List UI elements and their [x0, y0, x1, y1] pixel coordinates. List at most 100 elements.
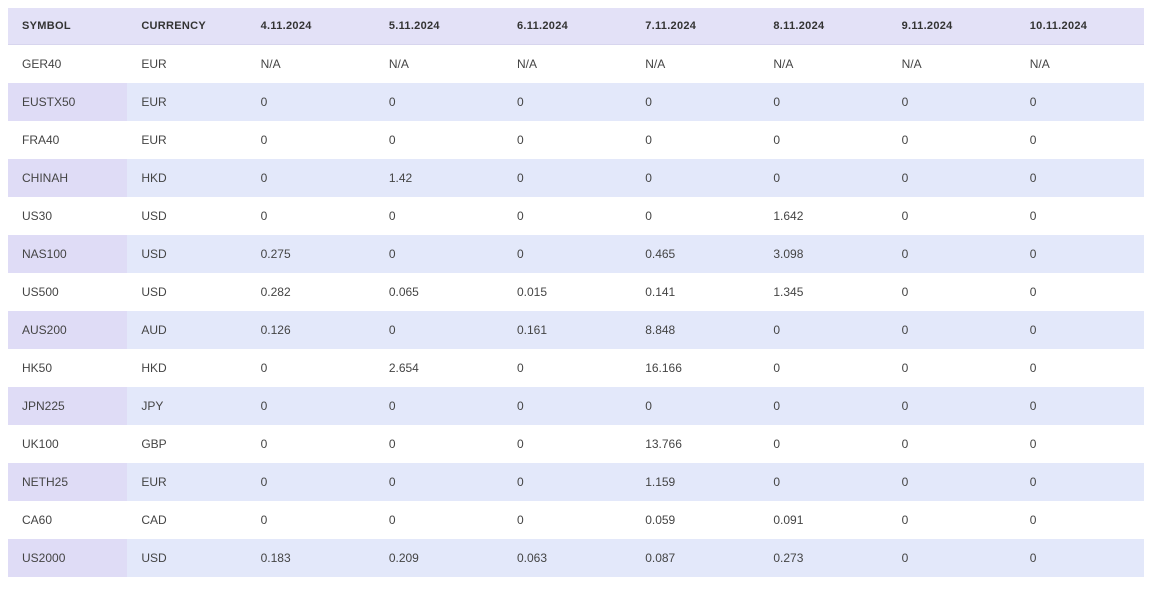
col-date: 6.11.2024 — [503, 8, 631, 45]
col-date: 9.11.2024 — [888, 8, 1016, 45]
cell-symbol: CA60 — [8, 501, 127, 539]
cell-value: 1.642 — [759, 197, 887, 235]
cell-value: 0 — [631, 387, 759, 425]
cell-value: 0 — [503, 197, 631, 235]
cell-value: 1.42 — [375, 159, 503, 197]
cell-currency: EUR — [127, 83, 246, 121]
cell-value: N/A — [247, 45, 375, 84]
cell-value: 0 — [375, 311, 503, 349]
cell-value: 3.098 — [759, 235, 887, 273]
table-row: GER40EURN/AN/AN/AN/AN/AN/AN/A — [8, 45, 1144, 84]
cell-value: 0 — [888, 121, 1016, 159]
cell-value: 0.087 — [631, 539, 759, 577]
cell-value: 0 — [375, 83, 503, 121]
col-date: 4.11.2024 — [247, 8, 375, 45]
cell-value: 0 — [503, 463, 631, 501]
cell-value: 0 — [888, 235, 1016, 273]
table-row: UK100GBP00013.766000 — [8, 425, 1144, 463]
cell-value: 0.126 — [247, 311, 375, 349]
cell-currency: EUR — [127, 45, 246, 84]
cell-value: 0 — [247, 463, 375, 501]
cell-value: 0 — [247, 83, 375, 121]
cell-currency: GBP — [127, 425, 246, 463]
cell-value: 0 — [375, 387, 503, 425]
cell-symbol: US30 — [8, 197, 127, 235]
col-date: 5.11.2024 — [375, 8, 503, 45]
cell-value: 0.209 — [375, 539, 503, 577]
cell-value: 13.766 — [631, 425, 759, 463]
cell-value: N/A — [631, 45, 759, 84]
cell-currency: EUR — [127, 463, 246, 501]
table-row: US30USD00001.64200 — [8, 197, 1144, 235]
cell-value: 0 — [631, 197, 759, 235]
cell-symbol: EUSTX50 — [8, 83, 127, 121]
cell-value: 0 — [375, 235, 503, 273]
cell-symbol: AUS200 — [8, 311, 127, 349]
cell-value: 0 — [1016, 83, 1144, 121]
cell-value: N/A — [888, 45, 1016, 84]
table-row: FRA40EUR0000000 — [8, 121, 1144, 159]
col-date: 8.11.2024 — [759, 8, 887, 45]
cell-value: 0 — [888, 425, 1016, 463]
cell-value: 0 — [247, 197, 375, 235]
cell-value: N/A — [759, 45, 887, 84]
table-row: EUSTX50EUR0000000 — [8, 83, 1144, 121]
cell-value: 0 — [375, 463, 503, 501]
cell-value: 0 — [1016, 501, 1144, 539]
cell-value: 0.282 — [247, 273, 375, 311]
cell-value: 0 — [888, 273, 1016, 311]
cell-value: 0 — [1016, 273, 1144, 311]
cell-value: 0 — [247, 159, 375, 197]
cell-value: 0 — [247, 501, 375, 539]
cell-value: 0.091 — [759, 501, 887, 539]
cell-symbol: JPN225 — [8, 387, 127, 425]
cell-value: 0 — [888, 349, 1016, 387]
cell-value: 0 — [1016, 387, 1144, 425]
cell-value: 0 — [759, 159, 887, 197]
table-header: SYMBOLCURRENCY4.11.20245.11.20246.11.202… — [8, 8, 1144, 45]
cell-currency: USD — [127, 273, 246, 311]
table-row: AUS200AUD0.12600.1618.848000 — [8, 311, 1144, 349]
col-symbol: SYMBOL — [8, 8, 127, 45]
cell-value: 0 — [759, 311, 887, 349]
cell-value: 0 — [503, 235, 631, 273]
cell-value: 0 — [1016, 539, 1144, 577]
cell-symbol: NETH25 — [8, 463, 127, 501]
cell-value: 0 — [375, 121, 503, 159]
cell-value: 0 — [503, 387, 631, 425]
cell-symbol: HK50 — [8, 349, 127, 387]
col-date: 10.11.2024 — [1016, 8, 1144, 45]
cell-currency: USD — [127, 235, 246, 273]
cell-value: 0 — [888, 197, 1016, 235]
cell-value: 0.275 — [247, 235, 375, 273]
cell-value: 0 — [888, 501, 1016, 539]
cell-value: 0 — [888, 159, 1016, 197]
table-row: JPN225JPY0000000 — [8, 387, 1144, 425]
cell-value: 0 — [1016, 349, 1144, 387]
cell-currency: HKD — [127, 159, 246, 197]
cell-value: 0 — [759, 349, 887, 387]
cell-value: 0 — [888, 83, 1016, 121]
cell-value: 0 — [503, 425, 631, 463]
cell-value: 0 — [1016, 159, 1144, 197]
table-row: NAS100USD0.275000.4653.09800 — [8, 235, 1144, 273]
cell-currency: CAD — [127, 501, 246, 539]
cell-value: 0 — [888, 539, 1016, 577]
cell-value: 0 — [1016, 121, 1144, 159]
col-date: 7.11.2024 — [631, 8, 759, 45]
cell-value: 0.141 — [631, 273, 759, 311]
cell-symbol: US2000 — [8, 539, 127, 577]
cell-value: 0 — [247, 121, 375, 159]
cell-value: 0 — [247, 387, 375, 425]
cell-value: 0 — [503, 501, 631, 539]
cell-value: N/A — [375, 45, 503, 84]
cell-currency: JPY — [127, 387, 246, 425]
cell-value: 0 — [375, 197, 503, 235]
cell-value: 0 — [375, 425, 503, 463]
cell-value: 0.465 — [631, 235, 759, 273]
cell-value: 0 — [631, 83, 759, 121]
col-currency: CURRENCY — [127, 8, 246, 45]
cell-symbol: US500 — [8, 273, 127, 311]
cell-currency: USD — [127, 539, 246, 577]
cell-value: 8.848 — [631, 311, 759, 349]
